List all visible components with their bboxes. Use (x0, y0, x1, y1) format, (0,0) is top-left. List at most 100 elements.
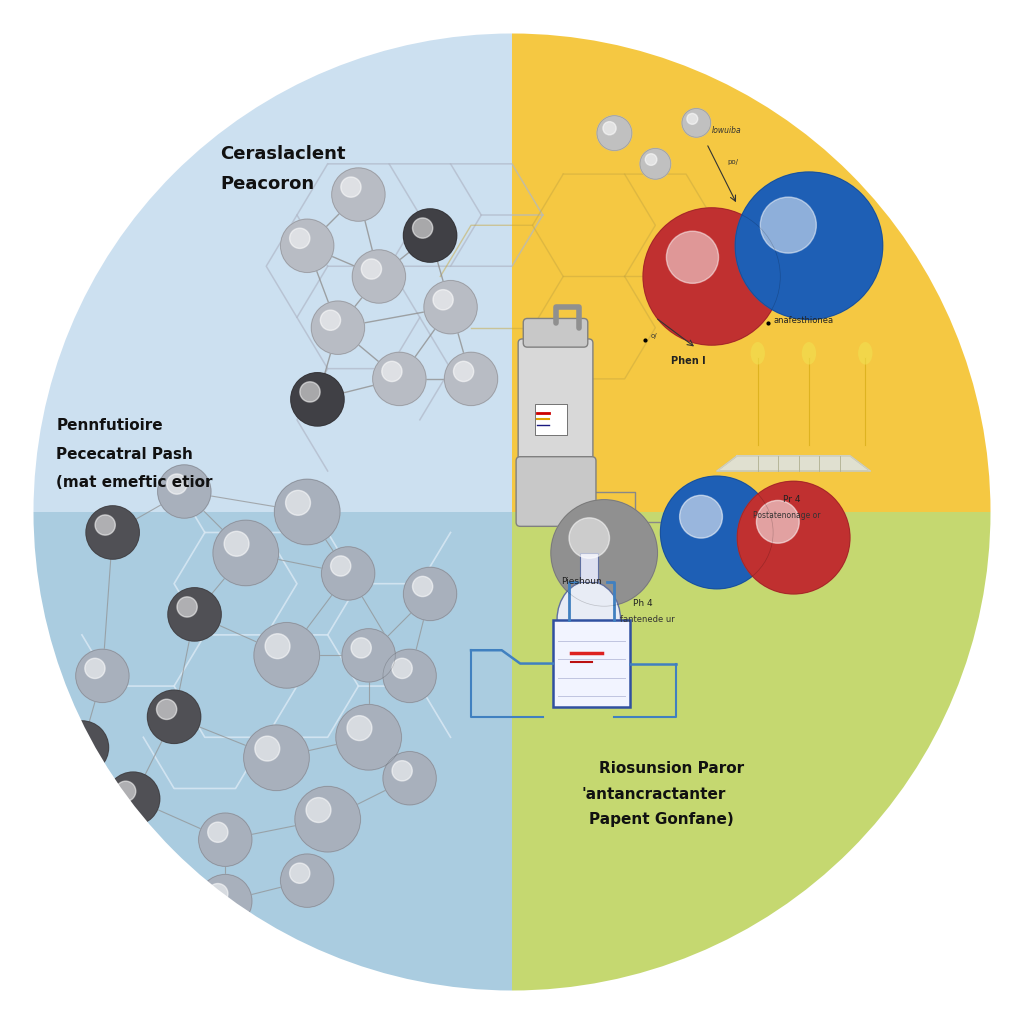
Circle shape (55, 721, 109, 774)
Circle shape (167, 474, 187, 495)
FancyBboxPatch shape (523, 318, 588, 347)
Circle shape (347, 716, 372, 740)
Circle shape (597, 116, 632, 151)
Circle shape (351, 638, 372, 658)
Text: Pececatral Pash: Pececatral Pash (56, 446, 194, 462)
Polygon shape (717, 456, 870, 471)
Circle shape (286, 490, 310, 515)
Circle shape (265, 634, 290, 658)
Ellipse shape (751, 342, 765, 365)
Circle shape (306, 798, 331, 822)
Circle shape (321, 310, 341, 331)
Circle shape (158, 465, 211, 518)
Bar (580, 553, 598, 582)
Circle shape (645, 154, 657, 166)
Circle shape (433, 290, 454, 310)
Text: Pr 4: Pr 4 (783, 495, 801, 504)
Circle shape (65, 730, 85, 751)
Circle shape (224, 531, 249, 556)
Circle shape (392, 761, 413, 781)
Text: o/: o/ (650, 333, 656, 339)
Circle shape (295, 786, 360, 852)
Circle shape (85, 658, 105, 679)
Text: Peacoron: Peacoron (220, 175, 314, 194)
FancyBboxPatch shape (516, 457, 596, 526)
Circle shape (361, 259, 382, 280)
Circle shape (255, 736, 280, 761)
Circle shape (373, 352, 426, 406)
Text: Postatenonage or: Postatenonage or (753, 511, 820, 520)
Circle shape (444, 352, 498, 406)
Circle shape (168, 588, 221, 641)
Text: anafesthionea: anafesthionea (773, 315, 834, 325)
Wedge shape (512, 512, 993, 993)
Text: Papent Gonfane): Papent Gonfane) (589, 812, 733, 827)
Ellipse shape (557, 582, 621, 657)
Circle shape (157, 699, 177, 720)
Circle shape (392, 658, 413, 679)
Text: Pennfutioire: Pennfutioire (56, 418, 163, 433)
Ellipse shape (858, 342, 872, 365)
Circle shape (311, 301, 365, 354)
FancyBboxPatch shape (518, 339, 593, 460)
Circle shape (290, 863, 310, 884)
Circle shape (208, 884, 228, 904)
Ellipse shape (802, 342, 816, 365)
Circle shape (281, 854, 334, 907)
Circle shape (208, 822, 228, 843)
Circle shape (76, 649, 129, 702)
Circle shape (341, 177, 361, 198)
Text: Phen I: Phen I (671, 355, 706, 366)
Circle shape (403, 209, 457, 262)
Circle shape (403, 567, 457, 621)
Circle shape (551, 500, 657, 606)
Bar (553, 620, 630, 707)
Circle shape (760, 197, 816, 253)
Circle shape (643, 208, 780, 345)
Text: Ph 4: Ph 4 (633, 599, 652, 608)
Bar (535, 404, 567, 435)
Text: po/: po/ (727, 159, 738, 165)
Circle shape (382, 361, 402, 382)
Circle shape (640, 148, 671, 179)
Circle shape (424, 281, 477, 334)
Circle shape (569, 518, 609, 558)
Text: Ceraslaclent: Ceraslaclent (220, 144, 346, 163)
Circle shape (352, 250, 406, 303)
Circle shape (687, 114, 697, 124)
Circle shape (680, 496, 723, 539)
Circle shape (244, 725, 309, 791)
Circle shape (254, 623, 319, 688)
Text: (mat emeftic etior: (mat emeftic etior (56, 475, 213, 490)
Circle shape (86, 506, 139, 559)
Circle shape (757, 501, 800, 543)
Wedge shape (31, 31, 512, 512)
Text: 'antancractanter: 'antancractanter (582, 786, 726, 802)
Circle shape (95, 515, 116, 536)
Circle shape (682, 109, 711, 137)
Text: Riosunsion Paror: Riosunsion Paror (599, 761, 744, 776)
Wedge shape (31, 512, 512, 993)
Circle shape (106, 772, 160, 825)
Circle shape (454, 361, 474, 382)
Text: Iowuiba: Iowuiba (712, 126, 741, 135)
Circle shape (281, 219, 334, 272)
Circle shape (413, 218, 433, 239)
Circle shape (199, 874, 252, 928)
Circle shape (291, 373, 344, 426)
Wedge shape (512, 31, 993, 512)
Circle shape (336, 705, 401, 770)
Circle shape (332, 168, 385, 221)
Circle shape (737, 481, 850, 594)
Circle shape (213, 520, 279, 586)
Circle shape (147, 690, 201, 743)
Circle shape (274, 479, 340, 545)
Circle shape (413, 577, 433, 597)
Circle shape (383, 649, 436, 702)
Circle shape (667, 231, 719, 284)
Circle shape (660, 476, 773, 589)
Circle shape (177, 597, 198, 617)
Circle shape (331, 556, 351, 577)
Circle shape (735, 172, 883, 319)
Circle shape (322, 547, 375, 600)
